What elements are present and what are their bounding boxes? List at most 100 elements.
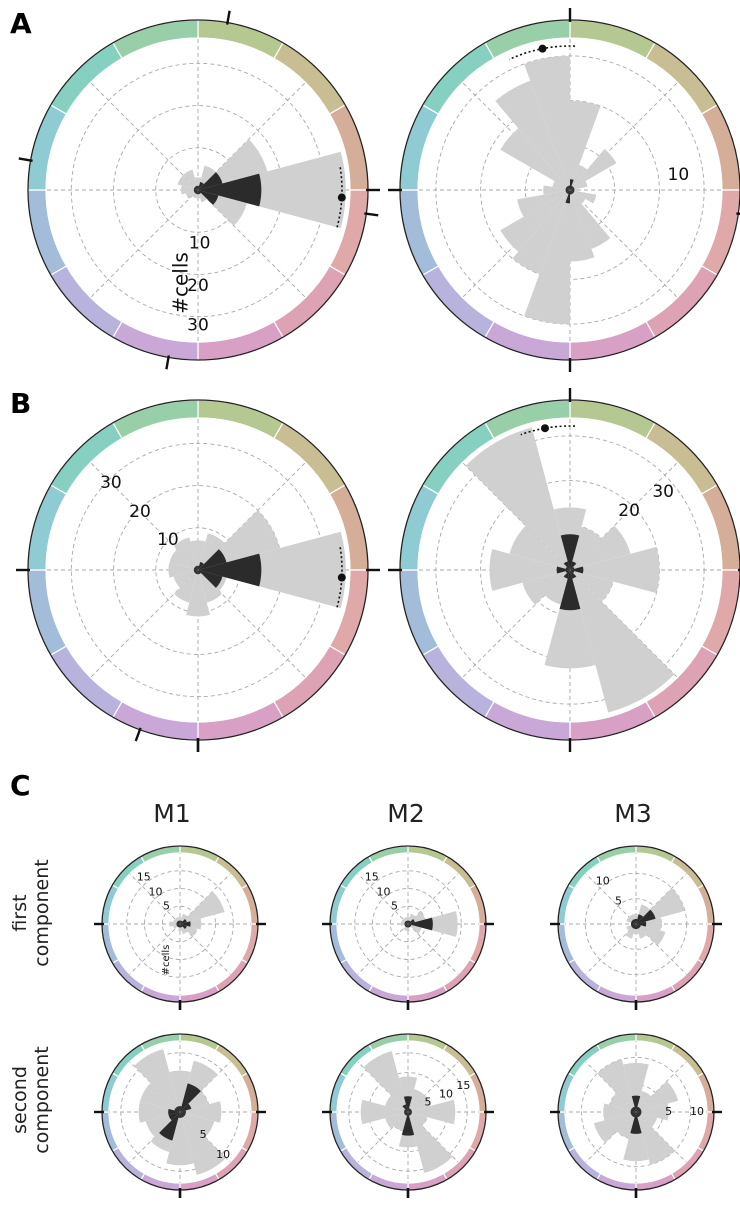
bar-dark (570, 570, 577, 579)
bar-gray (636, 1081, 679, 1112)
bar-dark (408, 917, 433, 931)
r-tick-label: 5 (615, 895, 622, 908)
bar-gray (489, 549, 570, 591)
bar-dark (630, 1108, 636, 1112)
polar-chart-C-M2-first: 510 15 (322, 845, 494, 1010)
axis-tick (134, 727, 142, 742)
bar-dark (196, 570, 200, 575)
bar-dark (198, 570, 201, 575)
grid-spoke (357, 873, 409, 925)
bar-dark (174, 1107, 180, 1112)
bar-gray (543, 185, 570, 195)
bar-dark (570, 185, 573, 190)
bar-gray (544, 570, 570, 605)
grid-spoke (407, 923, 459, 975)
bar-dark (566, 190, 570, 194)
bar-dark (570, 566, 584, 574)
grid-spoke (90, 189, 199, 298)
bar-gray (180, 891, 225, 924)
grid-spoke (569, 82, 678, 191)
r-tick-label: 10 (189, 234, 211, 254)
bar-gray (495, 80, 570, 190)
r-tick-label: 5 (391, 900, 398, 913)
bar-gray (174, 570, 198, 603)
r-tick-label: 30 (652, 482, 674, 502)
bar-gray (408, 1112, 453, 1173)
bar-gray (168, 562, 198, 578)
bar-gray (133, 1049, 180, 1112)
bar-dark (198, 172, 223, 190)
grid-spoke (357, 1111, 409, 1163)
bar-gray (570, 190, 586, 204)
bar-gray (398, 1076, 418, 1112)
bar-dark (405, 1112, 408, 1116)
bar-gray (509, 525, 570, 570)
bar-dark (408, 1108, 411, 1112)
bar-dark (179, 924, 181, 928)
bar-gray (190, 540, 206, 570)
grid-spoke (90, 569, 199, 678)
bar-dark (565, 190, 570, 204)
r-tick-label: 15 (456, 1079, 470, 1092)
bar-gray (385, 1112, 408, 1129)
grid-spoke (197, 189, 306, 298)
mean-arc (336, 544, 343, 608)
bar-dark (636, 909, 656, 924)
bar-gray (180, 1112, 215, 1138)
bar-dark (177, 924, 180, 928)
bar-dark (180, 918, 187, 924)
panel-label-a: A (10, 7, 32, 40)
grid-spoke (569, 462, 678, 571)
bar-dark (193, 187, 198, 190)
bar-dark (198, 570, 223, 588)
bar-gray (180, 1112, 227, 1175)
bar-dark (630, 1110, 636, 1114)
bar-dark (195, 185, 198, 190)
r-tick-label: 15 (365, 871, 379, 884)
r-tick-label: 20 (618, 501, 640, 521)
bar-gray (195, 190, 201, 199)
polar-chart-C-M3-second: 5 10 (550, 1033, 722, 1198)
mean-arc (336, 164, 343, 228)
r-tick-label: 10 (149, 886, 163, 899)
bar-dark (636, 1110, 642, 1114)
bar-dark (636, 1106, 640, 1112)
bar-dark (404, 923, 408, 925)
bar-dark (407, 920, 409, 924)
bar-gray (139, 1082, 180, 1112)
bar-dark (193, 190, 198, 193)
bar-dark (193, 567, 198, 570)
bar-dark (408, 1112, 412, 1115)
bar-dark (559, 570, 581, 611)
bar-dark (631, 920, 636, 924)
bar-gray (636, 1112, 675, 1165)
bar-dark (408, 924, 411, 928)
bar-gray (524, 190, 570, 325)
bar-gray (183, 169, 198, 190)
bar-gray (636, 924, 666, 946)
mean-dot (337, 193, 346, 202)
bar-dark (636, 914, 644, 924)
bar-dark (402, 1104, 408, 1112)
axis-tick (165, 355, 171, 370)
bar-dark (195, 565, 198, 570)
bar-gray (500, 190, 570, 252)
bar-gray (570, 570, 675, 713)
bar-gray (623, 1062, 649, 1112)
bar-dark (563, 570, 570, 579)
bar-dark (198, 549, 227, 570)
r-tick-label: 10 (596, 874, 610, 887)
polar-chart-C-M3-first: 5 10 (550, 845, 722, 1010)
bar-dark (636, 1108, 642, 1112)
r-tick-label: 10 (439, 1087, 453, 1100)
bar-gray (180, 918, 202, 930)
r-tick-label: 20 (129, 502, 151, 522)
bar-gray (552, 181, 570, 190)
polar-chart-B-left: 10 20 30 (16, 399, 380, 752)
grid-spoke (129, 873, 181, 925)
bar-gray (616, 1112, 636, 1139)
bar-dark (408, 1110, 412, 1114)
bar-dark (565, 190, 570, 193)
